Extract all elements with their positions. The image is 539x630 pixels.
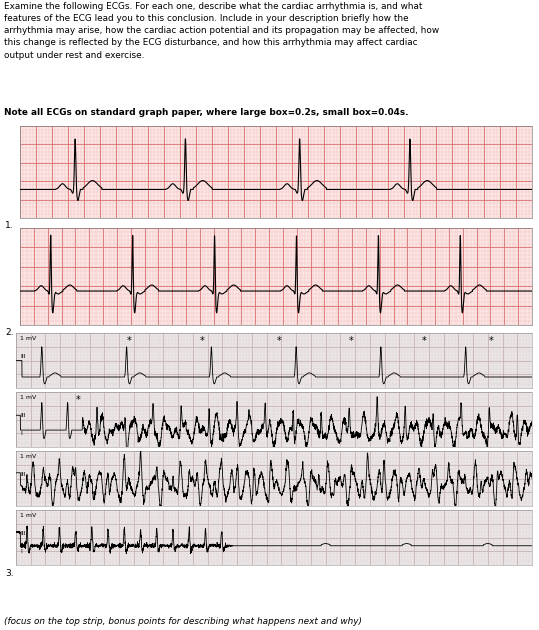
Text: 1.: 1. bbox=[5, 221, 13, 230]
Text: *: * bbox=[277, 336, 281, 346]
Text: I: I bbox=[20, 549, 22, 554]
Text: III: III bbox=[20, 531, 26, 536]
Text: 3.: 3. bbox=[5, 569, 13, 578]
Text: *: * bbox=[349, 336, 354, 346]
Text: 1 mV: 1 mV bbox=[20, 336, 36, 341]
Text: 2.: 2. bbox=[5, 328, 13, 337]
Text: III: III bbox=[20, 413, 26, 418]
Text: 1 mV: 1 mV bbox=[20, 513, 36, 518]
Text: *: * bbox=[127, 336, 132, 346]
Text: *: * bbox=[421, 336, 426, 346]
Text: *: * bbox=[75, 395, 80, 404]
Text: *: * bbox=[199, 336, 204, 346]
Text: (focus on the top strip, bonus points for describing what happens next and why): (focus on the top strip, bonus points fo… bbox=[4, 617, 362, 626]
Text: 1 mV: 1 mV bbox=[20, 454, 36, 459]
Text: III: III bbox=[20, 472, 26, 477]
Text: *: * bbox=[488, 336, 493, 346]
Text: III: III bbox=[20, 354, 26, 359]
Text: 1 mV: 1 mV bbox=[20, 395, 36, 400]
Text: Examine the following ECGs. For each one, describe what the cardiac arrhythmia i: Examine the following ECGs. For each one… bbox=[4, 2, 439, 60]
Text: Note all ECGs on standard graph paper, where large box=0.2s, small box=0.04s.: Note all ECGs on standard graph paper, w… bbox=[4, 108, 409, 117]
Text: I: I bbox=[20, 431, 22, 436]
